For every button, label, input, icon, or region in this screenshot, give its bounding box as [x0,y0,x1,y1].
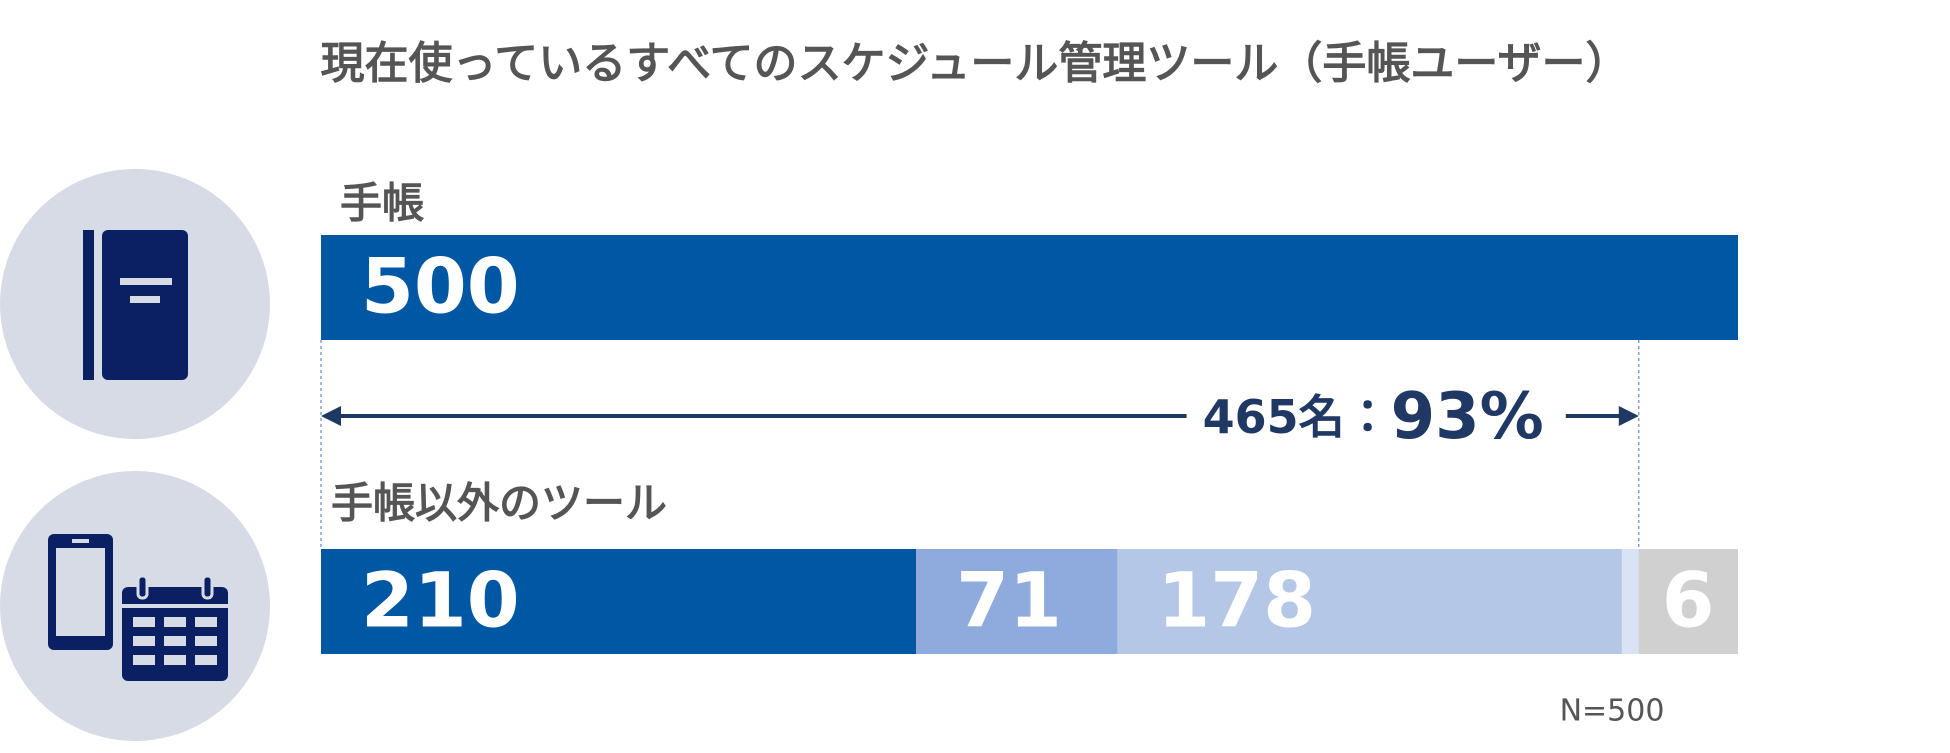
chart-title: 現在使っているすべてのスケジュール管理ツール（手帳ユーザー） [321,38,1630,89]
bar-segment [916,549,1118,654]
value-label: 210 [361,555,520,644]
value-label: 178 [1157,555,1316,644]
category-label: 手帳 [340,179,425,228]
bar-segment [321,549,917,654]
value-label: 500 [361,241,520,330]
notebook-icon [0,169,270,439]
bar-segment [1117,549,1622,654]
bar-segment [1621,549,1639,654]
value-label: 71 [956,555,1062,644]
arrow-head [321,406,341,426]
annotation-emphasis: 93% [1391,380,1544,454]
annotation-text: 465名： [1203,390,1391,444]
bar-segment [321,235,1738,340]
annotation: 465名：93% [1203,380,1544,454]
arrow-head [1618,406,1639,426]
value-label: 6 [1662,555,1715,644]
sample-note: N=500 [1560,694,1665,729]
device-icon [0,471,270,741]
category-label: 手帳以外のツール [331,479,667,528]
